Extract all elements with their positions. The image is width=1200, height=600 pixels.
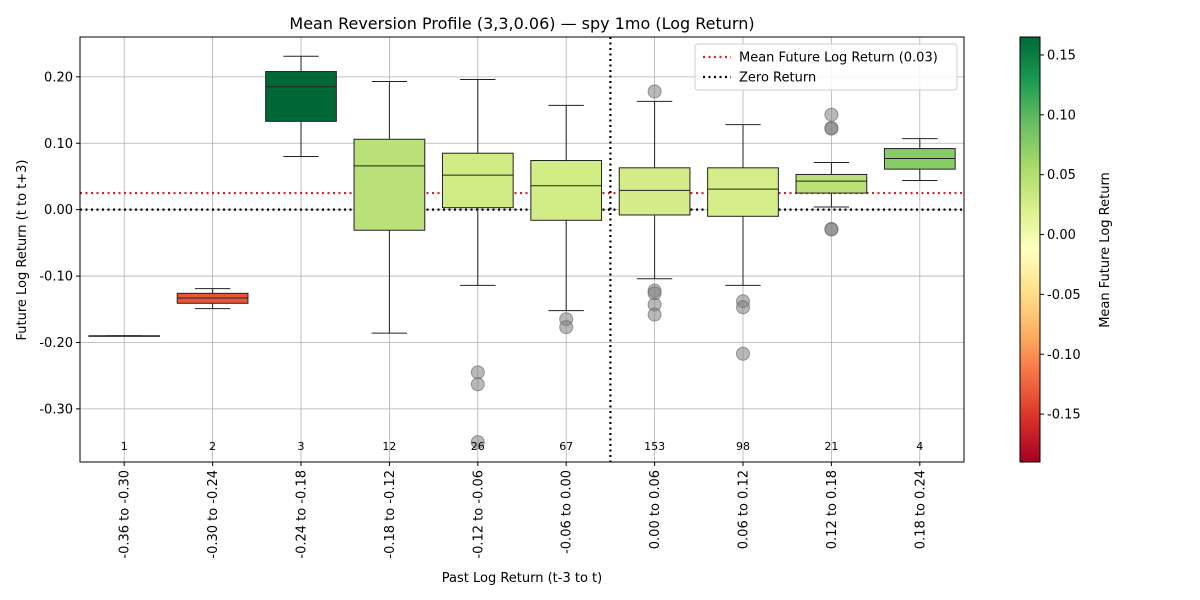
x-tick-label: 0.06 to 0.12 (737, 470, 752, 549)
x-tick-label: 0.18 to 0.24 (913, 470, 928, 549)
colorbar-tick-label: -0.15 (1047, 408, 1081, 423)
box-group (530, 104, 603, 335)
x-axis-label: Past Log Return (t-3 to t) (442, 571, 602, 586)
legend-box (694, 43, 958, 91)
grid (80, 37, 964, 462)
count-label: 4 (916, 440, 923, 453)
chart-title: Mean Reversion Profile (3,3,0.06) — spy … (289, 14, 754, 33)
outlier-point (647, 84, 662, 99)
colorbar-gradient (1019, 36, 1041, 463)
colorbar-tick-label: -0.05 (1047, 288, 1081, 303)
outlier-point (647, 307, 662, 322)
x-tick-label: -0.12 to -0.06 (471, 470, 486, 559)
x-tick-label: -0.30 to -0.24 (206, 470, 221, 559)
box-group (795, 107, 868, 237)
count-label: 67 (559, 440, 573, 453)
outlier-point (824, 121, 839, 136)
count-label: 1 (121, 440, 128, 453)
box-iqr (530, 160, 603, 221)
outlier-point (824, 222, 839, 237)
x-tick-label: -0.24 to -0.18 (295, 470, 310, 559)
legend: Mean Future Log Return (0.03) Zero Return (694, 43, 958, 91)
y-tick-label: 0.20 (44, 70, 73, 85)
box-group (88, 335, 161, 337)
box-group (176, 288, 249, 310)
x-tick-label: -0.06 to 0.00 (560, 470, 575, 554)
count-label: 3 (298, 440, 305, 453)
y-axis-label: Future Log Return (t to t+3) (15, 160, 30, 341)
box-iqr (707, 167, 779, 217)
count-labels: 1 2 3 12 26 67 153 98 21 4 (121, 440, 924, 453)
y-axis: -0.30 -0.20 -0.10 0.00 0.10 0.20 (39, 70, 80, 417)
outlier-point (736, 300, 750, 315)
legend-label: Mean Future Log Return (0.03) (739, 51, 938, 66)
colorbar-label: Mean Future Log Return (1098, 172, 1113, 328)
outlier-point (824, 107, 839, 122)
box-iqr (265, 71, 337, 122)
y-tick-label: -0.30 (39, 402, 73, 417)
x-tick-label: -0.36 to -0.30 (118, 470, 133, 559)
box-iqr (441, 152, 514, 209)
y-tick-label: -0.10 (39, 270, 73, 285)
outlier-point (470, 365, 485, 380)
box-group (883, 138, 956, 181)
y-tick-label: -0.20 (39, 336, 73, 351)
box-iqr (618, 167, 691, 216)
colorbar-tick-label: 0.00 (1047, 228, 1076, 243)
count-label: 153 (644, 440, 665, 453)
reference-lines (80, 37, 964, 462)
colorbar-tick-label: 0.05 (1047, 168, 1076, 183)
count-label: 26 (471, 440, 485, 453)
outlier-point (736, 346, 750, 361)
count-label: 12 (382, 440, 396, 453)
x-tick-label: 0.00 to 0.06 (648, 470, 663, 549)
outlier-point (559, 320, 574, 335)
box-group (618, 84, 691, 322)
box-group (353, 80, 426, 334)
x-tick-label: 0.12 to 0.18 (825, 470, 840, 549)
colorbar: -0.15 -0.10 -0.05 0.00 0.05 0.10 0.15 (1019, 36, 1081, 463)
box-iqr (795, 173, 868, 194)
colorbar-tick-label: -0.10 (1047, 348, 1081, 363)
box-plots (88, 55, 956, 450)
plot-frame (79, 36, 965, 463)
box-group (265, 55, 337, 158)
colorbar-tick-label: 0.15 (1047, 48, 1076, 63)
y-tick-label: 0.00 (44, 203, 73, 218)
x-axis: -0.36 to -0.30 -0.30 to -0.24 -0.24 to -0.… (118, 462, 928, 559)
count-label: 21 (824, 440, 838, 453)
box-iqr (353, 138, 426, 231)
count-label: 2 (209, 440, 216, 453)
legend-label: Zero Return (739, 71, 816, 86)
outlier-point (470, 435, 485, 450)
box-group (441, 79, 514, 450)
box-group (707, 124, 779, 361)
outlier-point (470, 377, 485, 392)
colorbar-tick-label: 0.10 (1047, 108, 1076, 123)
x-tick-label: -0.18 to -0.12 (383, 470, 398, 559)
y-tick-label: 0.10 (44, 137, 73, 152)
count-label: 98 (736, 440, 750, 453)
